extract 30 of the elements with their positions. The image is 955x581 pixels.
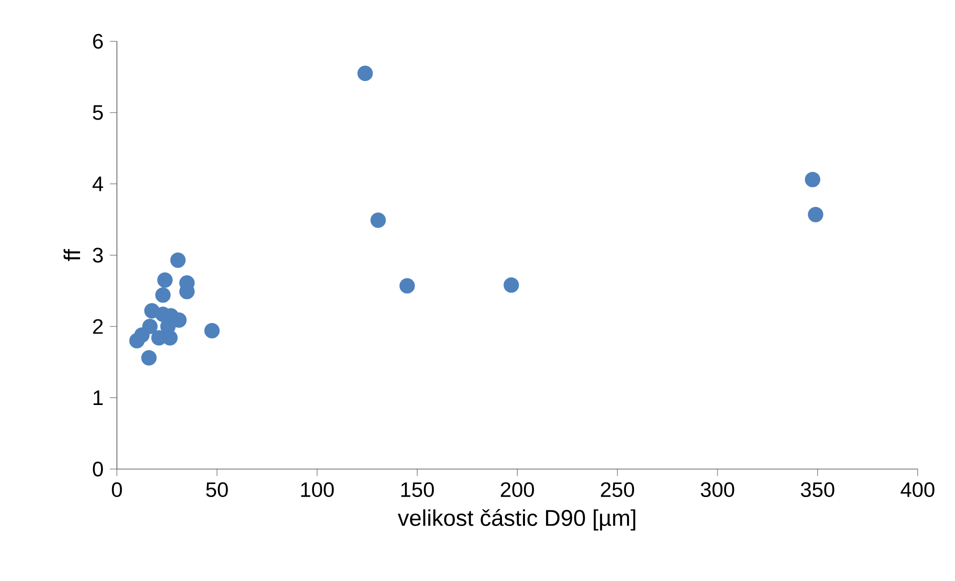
point [804,172,820,188]
y-tick-label: 5 [92,105,103,120]
y-tick-label: 1 [94,390,103,405]
point [808,206,824,222]
point [370,212,386,228]
x-tick-label: 100 [301,482,334,498]
point [399,278,415,294]
point [357,66,373,82]
x-tick-label: 200 [500,482,534,498]
point [204,323,220,338]
y-tick-label: 6 [93,34,103,49]
x-tick-label: 300 [700,482,734,498]
point [141,350,157,366]
y-tick-label: 4 [92,176,104,192]
x-tick-label: 250 [600,482,634,498]
x-tick-label: 350 [800,482,834,498]
point [155,287,171,303]
point [170,252,186,268]
y-tick-label: 0 [92,462,103,476]
y-tick-label: 2 [93,319,103,334]
point [142,318,158,334]
y-tick-label: 3 [92,248,103,263]
point [504,277,519,293]
x-tick-label: 50 [206,482,228,498]
x-tick-label: 150 [401,482,434,498]
point [157,272,173,288]
y-axis-title: ff [64,249,80,261]
x-tick-label: 0 [112,482,122,498]
x-tick-label: 400 [900,482,934,498]
x-axis-title: velikost částic D90 [µm] [398,509,636,531]
